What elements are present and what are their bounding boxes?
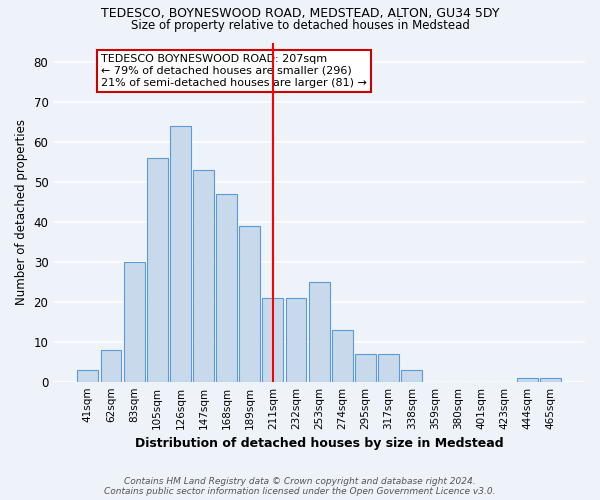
- Bar: [401, 370, 422, 382]
- Bar: [332, 330, 353, 382]
- Bar: [355, 354, 376, 382]
- Bar: [216, 194, 237, 382]
- Bar: [193, 170, 214, 382]
- Bar: [147, 158, 167, 382]
- Bar: [262, 298, 283, 382]
- Bar: [239, 226, 260, 382]
- Text: Size of property relative to detached houses in Medstead: Size of property relative to detached ho…: [131, 19, 469, 32]
- Bar: [378, 354, 399, 382]
- Text: TEDESCO BOYNESWOOD ROAD: 207sqm
← 79% of detached houses are smaller (296)
21% o: TEDESCO BOYNESWOOD ROAD: 207sqm ← 79% of…: [101, 54, 367, 88]
- Bar: [77, 370, 98, 382]
- Text: Contains HM Land Registry data © Crown copyright and database right 2024.
Contai: Contains HM Land Registry data © Crown c…: [104, 476, 496, 496]
- Bar: [540, 378, 561, 382]
- Bar: [101, 350, 121, 382]
- Bar: [517, 378, 538, 382]
- Text: TEDESCO, BOYNESWOOD ROAD, MEDSTEAD, ALTON, GU34 5DY: TEDESCO, BOYNESWOOD ROAD, MEDSTEAD, ALTO…: [101, 8, 499, 20]
- Bar: [124, 262, 145, 382]
- Bar: [170, 126, 191, 382]
- X-axis label: Distribution of detached houses by size in Medstead: Distribution of detached houses by size …: [135, 437, 503, 450]
- Bar: [286, 298, 307, 382]
- Bar: [309, 282, 329, 382]
- Y-axis label: Number of detached properties: Number of detached properties: [15, 119, 28, 305]
